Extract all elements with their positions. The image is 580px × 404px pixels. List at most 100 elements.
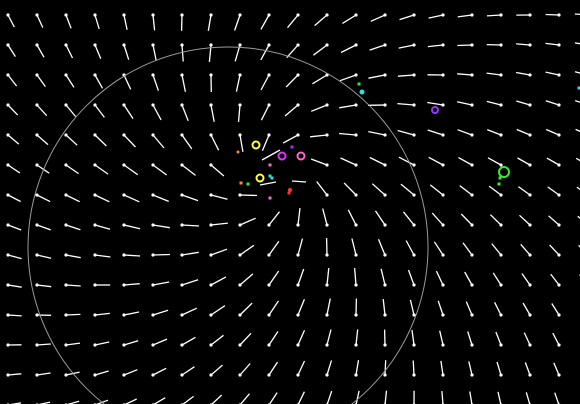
field-vector-origin — [354, 253, 358, 257]
field-vector — [94, 194, 110, 203]
field-vector — [284, 104, 299, 117]
field-vector-origin — [6, 73, 10, 77]
field-vector-origin — [499, 133, 503, 137]
field-vector — [397, 74, 415, 77]
field-vector-origin — [557, 13, 561, 17]
particle-orange[interactable] — [236, 150, 240, 154]
field-vector — [469, 391, 473, 404]
field-vector — [371, 183, 386, 196]
field-vector-origin — [180, 163, 184, 167]
particle-pink[interactable] — [296, 151, 306, 161]
field-vector — [495, 331, 502, 346]
field-vector — [210, 276, 227, 286]
field-vector — [400, 183, 415, 196]
field-vector-origin — [412, 283, 416, 287]
field-vector-origin — [296, 283, 300, 287]
field-vector-origin — [35, 73, 39, 77]
field-vector — [384, 390, 388, 404]
field-vector — [553, 362, 560, 376]
field-vector — [152, 281, 170, 286]
field-vector-origin — [93, 103, 97, 107]
field-vector — [486, 14, 502, 17]
particle-red[interactable] — [288, 188, 292, 192]
field-vector-origin — [238, 133, 242, 137]
field-vector — [210, 248, 228, 256]
field-vector — [456, 101, 473, 106]
field-vector-origin — [354, 163, 358, 167]
particle-green[interactable] — [498, 166, 510, 178]
field-vector-origin — [325, 373, 329, 377]
field-vector-origin — [383, 253, 387, 257]
field-vector-origin — [209, 133, 213, 137]
field-vector — [496, 361, 502, 376]
field-vector — [65, 342, 81, 346]
field-vector — [268, 331, 279, 346]
field-vector — [94, 370, 109, 376]
field-vector-origin — [383, 193, 387, 197]
field-vector — [260, 104, 270, 121]
particle-violet[interactable] — [431, 106, 439, 114]
field-vector-origin — [499, 283, 503, 287]
field-vector-origin — [528, 223, 532, 227]
field-vector-origin — [441, 343, 445, 347]
field-vector — [382, 299, 386, 316]
field-vector — [123, 254, 141, 257]
field-vector-origin — [35, 13, 39, 17]
field-vector-origin — [383, 283, 387, 287]
field-vector-origin — [296, 133, 300, 137]
field-vector-origin — [412, 373, 416, 377]
field-vector-origin — [93, 163, 97, 167]
field-vector-origin — [412, 253, 416, 257]
field-vector-origin — [499, 73, 503, 77]
field-vector-origin — [209, 223, 213, 227]
field-vector — [65, 14, 72, 29]
field-vector-origin — [528, 133, 532, 137]
field-vector-origin — [499, 253, 503, 257]
field-vector-origin — [383, 73, 387, 77]
field-vector — [489, 214, 502, 226]
field-vector-origin — [470, 43, 474, 47]
field-vector — [239, 273, 254, 286]
field-vector — [326, 360, 333, 376]
field-vector-origin — [238, 373, 242, 377]
field-vector — [297, 268, 305, 286]
field-vector — [312, 74, 328, 85]
field-vector — [211, 394, 223, 404]
field-vector — [577, 215, 580, 220]
field-vector — [313, 44, 328, 56]
field-vector-origin — [296, 253, 300, 257]
field-vector — [546, 157, 560, 166]
field-vector-origin — [180, 43, 184, 47]
field-vector-origin — [122, 103, 126, 107]
field-vector — [268, 240, 280, 256]
field-vector — [7, 164, 21, 174]
field-vector — [548, 215, 560, 226]
field-vector-origin — [383, 223, 387, 227]
field-vector — [239, 134, 244, 152]
field-vector-origin — [557, 43, 561, 47]
field-vector-origin — [93, 253, 97, 257]
field-vector — [368, 74, 386, 79]
field-vector — [268, 300, 280, 316]
field-vector — [7, 74, 18, 87]
field-vector — [181, 251, 199, 256]
particle-cyan[interactable] — [359, 89, 365, 95]
particle-magenta[interactable] — [277, 151, 287, 161]
field-vector-origin — [64, 43, 68, 47]
field-vector-origin — [64, 373, 68, 377]
field-vector — [7, 224, 22, 231]
field-vector — [7, 14, 15, 28]
particle-yellow-2[interactable] — [255, 173, 265, 183]
field-vector — [95, 399, 109, 404]
field-vector-origin — [209, 193, 213, 197]
field-vector-origin — [180, 13, 184, 17]
particle-yellow-1[interactable] — [251, 140, 261, 150]
field-vector — [210, 364, 223, 376]
field-vector — [65, 254, 81, 259]
field-vector-origin — [441, 73, 445, 77]
field-vector — [65, 224, 81, 231]
field-vector-origin — [470, 163, 474, 167]
field-vector — [181, 104, 189, 122]
